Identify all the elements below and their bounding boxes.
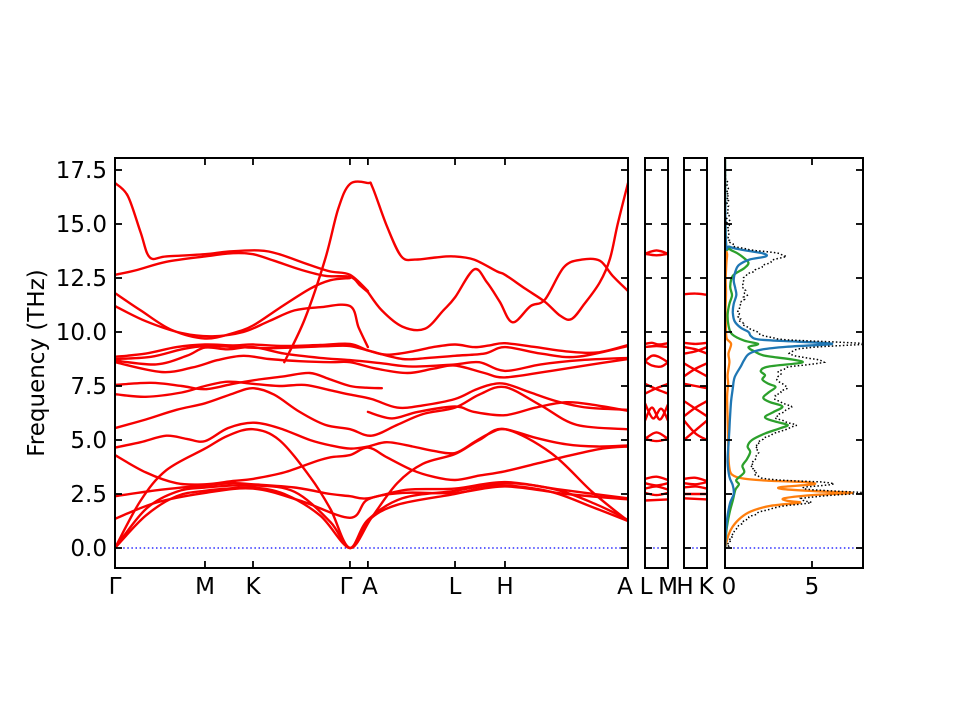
phonon-band bbox=[115, 181, 370, 293]
partial-dos-blue-curve bbox=[725, 159, 834, 549]
phonon-band bbox=[645, 252, 668, 257]
x-tick-label: Γ bbox=[109, 574, 122, 600]
y-tick-label: 5.0 bbox=[70, 428, 107, 454]
total-dos-curve bbox=[725, 158, 863, 549]
phonon-band bbox=[366, 400, 628, 420]
panel-frame bbox=[724, 157, 864, 569]
phonon-band bbox=[115, 276, 352, 340]
partial-dos-green-curve bbox=[725, 159, 804, 549]
phonon-band bbox=[115, 344, 628, 361]
phonon-band bbox=[684, 292, 707, 296]
panel-frame bbox=[683, 157, 708, 569]
phonon-band bbox=[645, 344, 668, 349]
x-tick-label: L bbox=[449, 574, 462, 600]
dos-panel bbox=[725, 158, 863, 549]
y-tick-label: 15.0 bbox=[56, 212, 107, 238]
panel-frame bbox=[644, 157, 669, 569]
phonon-band bbox=[366, 257, 628, 332]
x-tick-label: K bbox=[245, 574, 261, 600]
x-tick-label: 0 bbox=[722, 574, 737, 600]
phonon-band bbox=[645, 382, 668, 395]
phonon-band bbox=[645, 341, 668, 346]
phonon-band bbox=[115, 385, 628, 437]
phonon-band bbox=[645, 498, 668, 502]
x-tick-label: L bbox=[640, 574, 653, 600]
phonon-band bbox=[684, 419, 707, 442]
y-tick-label: 17.5 bbox=[56, 158, 107, 184]
phonon-band bbox=[684, 419, 707, 442]
phonon-band bbox=[684, 485, 707, 490]
x-tick-label: H bbox=[496, 574, 513, 600]
y-tick-label: 10.0 bbox=[56, 320, 107, 346]
phonon-band bbox=[283, 180, 628, 364]
x-tick-label: Γ bbox=[340, 574, 353, 600]
phonon-band bbox=[645, 482, 668, 487]
phonon-band bbox=[645, 403, 668, 422]
y-axis-label: Frequency (THz) bbox=[24, 269, 50, 457]
phonon-band bbox=[645, 431, 668, 441]
x-tick-label: K bbox=[698, 574, 714, 600]
phonon-band bbox=[684, 341, 707, 346]
phonon-band bbox=[115, 251, 370, 294]
phonon-band bbox=[684, 362, 707, 378]
phonon-band bbox=[684, 345, 707, 355]
phonon-band bbox=[645, 354, 668, 364]
phonon-band bbox=[684, 497, 707, 501]
phonon-band bbox=[115, 485, 628, 520]
phonon-band bbox=[115, 345, 628, 373]
phonon-band bbox=[115, 354, 628, 379]
y-tick-label: 7.5 bbox=[70, 374, 107, 400]
phonon-band bbox=[684, 345, 707, 355]
x-tick-label: M bbox=[658, 574, 678, 600]
phonon-band bbox=[115, 421, 628, 455]
x-tick-label: A bbox=[362, 574, 378, 600]
phonon-band bbox=[645, 249, 668, 255]
y-tick-label: 0.0 bbox=[70, 536, 107, 562]
phonon-band bbox=[115, 303, 370, 349]
phonon-band bbox=[115, 380, 628, 411]
phonon-band bbox=[645, 475, 668, 482]
phonon-band bbox=[684, 399, 707, 418]
band-panel-band_LM bbox=[645, 249, 668, 502]
x-tick-label: A bbox=[617, 574, 633, 600]
phonon-band bbox=[645, 360, 668, 368]
panel-frame bbox=[114, 157, 629, 569]
y-tick-label: 12.5 bbox=[56, 266, 107, 292]
y-tick-label: 2.5 bbox=[70, 482, 107, 508]
band-panel-band_HK bbox=[684, 292, 707, 501]
x-tick-label: H bbox=[676, 574, 693, 600]
x-tick-label: 5 bbox=[805, 574, 820, 600]
phonon-band bbox=[645, 485, 668, 491]
band-panel-band_main bbox=[115, 180, 628, 550]
phonon-band bbox=[684, 476, 707, 483]
phonon-band bbox=[684, 382, 707, 390]
x-tick-label: M bbox=[195, 574, 215, 600]
phonon-band bbox=[115, 371, 383, 391]
phonon-band bbox=[684, 480, 707, 486]
